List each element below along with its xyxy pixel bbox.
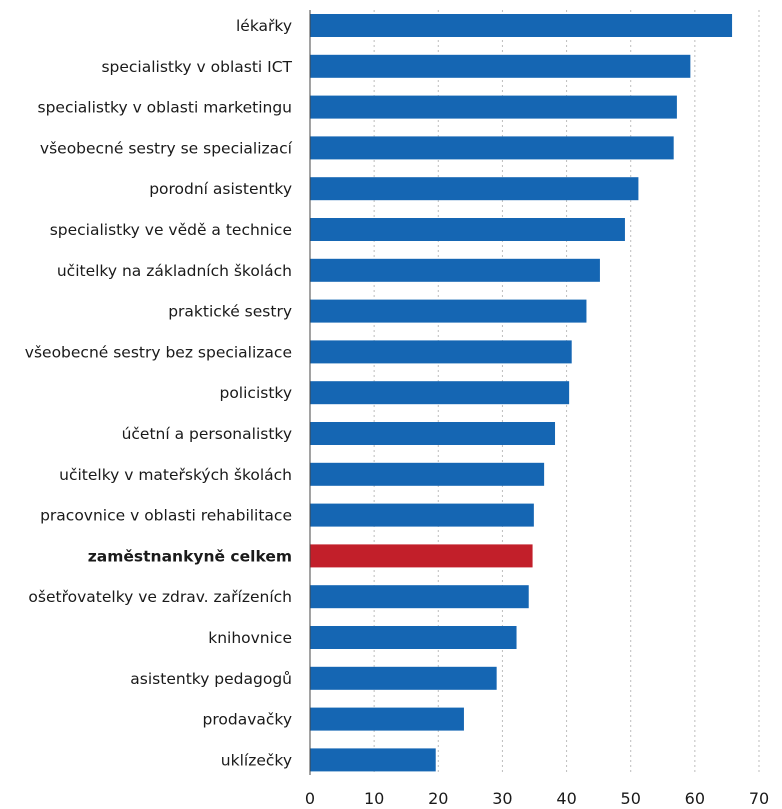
bar: [310, 177, 639, 201]
category-label: porodní asistentky: [149, 180, 292, 198]
category-label: všeobecné sestry bez specializace: [25, 343, 292, 361]
category-label: specialistky ve vědě a technice: [50, 221, 292, 239]
bar: [310, 299, 587, 323]
x-axis-ticks: 0 10 20 30 40 50 60 70: [305, 789, 769, 808]
category-label: účetní a personalistky: [122, 425, 292, 443]
bars: [310, 14, 733, 772]
x-tick-label: 60: [685, 789, 705, 808]
bar: [310, 626, 517, 649]
bar: [310, 666, 497, 690]
bar: [310, 381, 570, 405]
bar: [310, 14, 733, 37]
category-label: specialistky v oblasti marketingu: [38, 99, 292, 117]
bar: [310, 707, 464, 731]
x-tick-label: 30: [492, 789, 512, 808]
category-labels: lékařky specialistky v oblasti ICT special…: [25, 17, 293, 769]
x-tick-label: 40: [556, 789, 576, 808]
category-label: uklízečky: [221, 751, 292, 769]
category-label: prodavačky: [203, 711, 292, 729]
bar: [310, 136, 674, 160]
bar: [310, 748, 436, 772]
category-label: ošetřovatelky ve zdrav. zařízeních: [28, 588, 292, 606]
bar: [310, 340, 572, 364]
category-label: lékařky: [236, 17, 292, 35]
category-label: všeobecné sestry se specializací: [40, 139, 293, 157]
bar: [310, 258, 600, 282]
x-tick-label: 0: [305, 789, 315, 808]
x-tick-label: 70: [749, 789, 769, 808]
x-tick-label: 10: [364, 789, 384, 808]
category-label: knihovnice: [208, 629, 292, 647]
bar: [310, 218, 625, 241]
bar-highlight: [310, 544, 533, 568]
x-tick-label: 20: [428, 789, 448, 808]
bar: [310, 422, 556, 445]
category-label: učitelky na základních školách: [57, 262, 292, 280]
bar: [310, 585, 529, 609]
bar: [310, 503, 534, 527]
category-label: praktické sestry: [168, 303, 292, 321]
bar: [310, 54, 691, 78]
category-label: pracovnice v oblasti rehabilitace: [40, 507, 292, 525]
bar: [310, 95, 677, 119]
bar: [310, 462, 545, 486]
x-tick-label: 50: [621, 789, 641, 808]
category-label: specialistky v oblasti ICT: [101, 58, 292, 76]
category-label: policistky: [219, 384, 292, 402]
category-label: asistentky pedagogů: [130, 670, 292, 688]
category-label: zaměstnankyně celkem: [88, 547, 292, 565]
category-label: učitelky v mateřských školách: [59, 466, 292, 484]
